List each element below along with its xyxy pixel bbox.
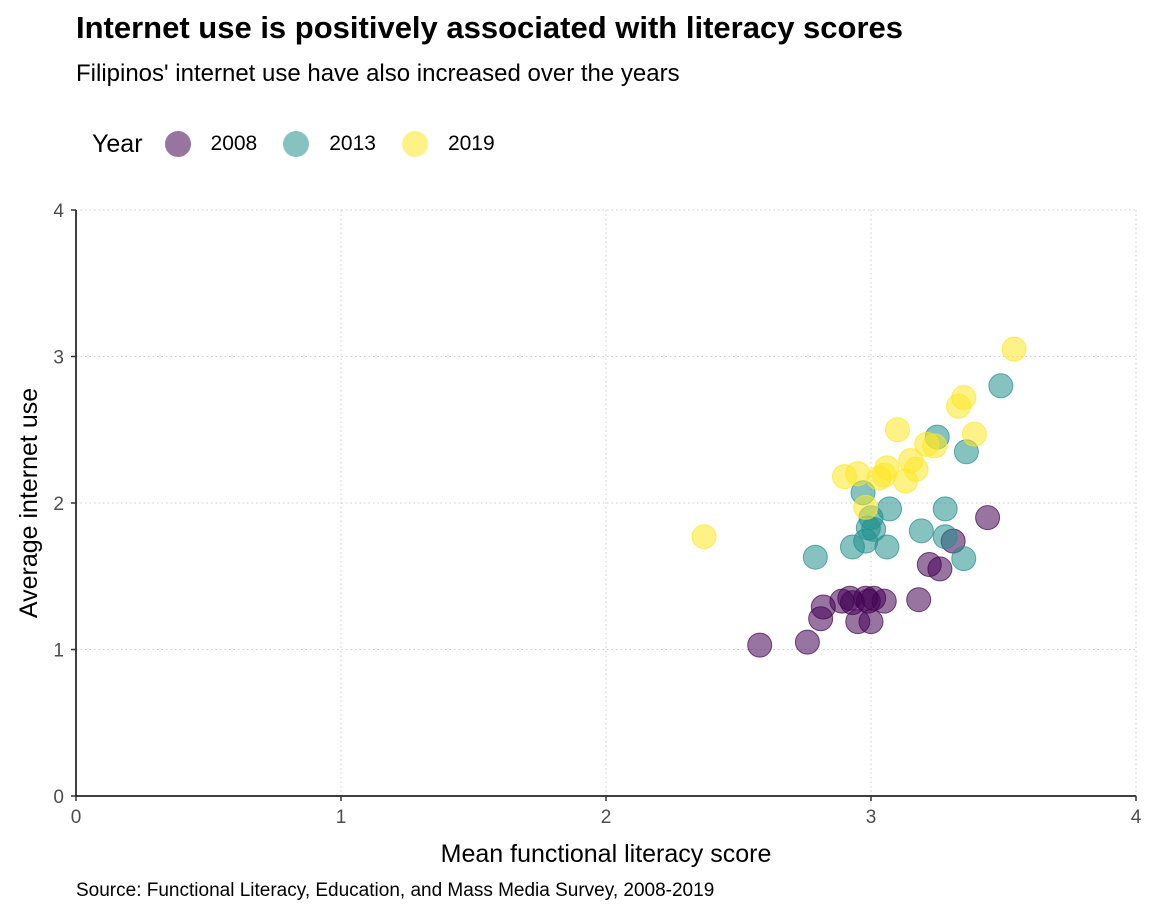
point-2019-12 [922, 433, 948, 459]
point-2013-12 [932, 524, 958, 550]
y-tick-label-0: 0 [53, 787, 64, 808]
x-tick-label-0: 0 [71, 807, 82, 828]
legend-item-2013: 2013 [283, 131, 376, 157]
point-2008-10 [858, 609, 884, 635]
point-2008-15 [927, 556, 953, 582]
x-tick-label-4: 4 [1131, 807, 1142, 828]
legend-key-2019 [401, 131, 428, 157]
legend: Year 2008 2013 2019 [92, 126, 521, 162]
point-2013-8 [877, 496, 903, 522]
x-axis-title: Mean functional literacy score [441, 840, 772, 868]
legend-label-2013: 2013 [329, 132, 376, 155]
y-tick-label-3: 3 [53, 348, 64, 369]
x-tick-label-2: 2 [601, 807, 612, 828]
point-2019-10 [903, 456, 929, 482]
point-2019-16 [1001, 336, 1027, 362]
point-2013-15 [988, 373, 1014, 399]
point-2019-6 [874, 455, 900, 481]
point-2008-17 [975, 505, 1001, 531]
legend-key-2008 [164, 131, 191, 157]
source-caption: Source: Functional Literacy, Education, … [76, 880, 715, 901]
point-2019-3 [853, 494, 879, 520]
point-2008-0 [747, 632, 773, 658]
legend-label-2019: 2019 [447, 132, 495, 155]
point-2008-1 [794, 629, 820, 655]
point-2019-7 [885, 417, 910, 443]
y-tick-label-1: 1 [53, 641, 64, 662]
point-2008-12 [871, 588, 897, 614]
point-2013-9 [908, 518, 934, 544]
x-tick-label-1: 1 [336, 807, 347, 828]
legend-item-2019: 2019 [401, 131, 495, 157]
legend-label-2008: 2008 [210, 132, 258, 155]
x-tick-label-3: 3 [866, 807, 877, 828]
chart-subtitle: Filipinos' internet use have also increa… [76, 60, 680, 87]
point-2013-7 [874, 534, 900, 560]
point-2019-2 [845, 461, 871, 487]
point-2013-13 [951, 546, 977, 572]
y-axis-title: Average internet use [15, 388, 43, 618]
legend-key-2013 [283, 131, 310, 157]
point-2019-14 [951, 385, 977, 411]
point-2013-6 [861, 516, 887, 542]
point-2008-13 [906, 587, 932, 613]
y-tick-label-2: 2 [53, 494, 64, 515]
point-2019-0 [691, 524, 717, 550]
point-2013-0 [802, 544, 828, 570]
legend-item-2008: 2008 [164, 131, 258, 157]
y-tick-label-4: 4 [53, 201, 64, 222]
point-2013-11 [932, 496, 958, 522]
legend-title: Year [92, 129, 143, 158]
point-2019-15 [961, 421, 987, 447]
chart-title: Internet use is positively associated wi… [76, 10, 904, 45]
